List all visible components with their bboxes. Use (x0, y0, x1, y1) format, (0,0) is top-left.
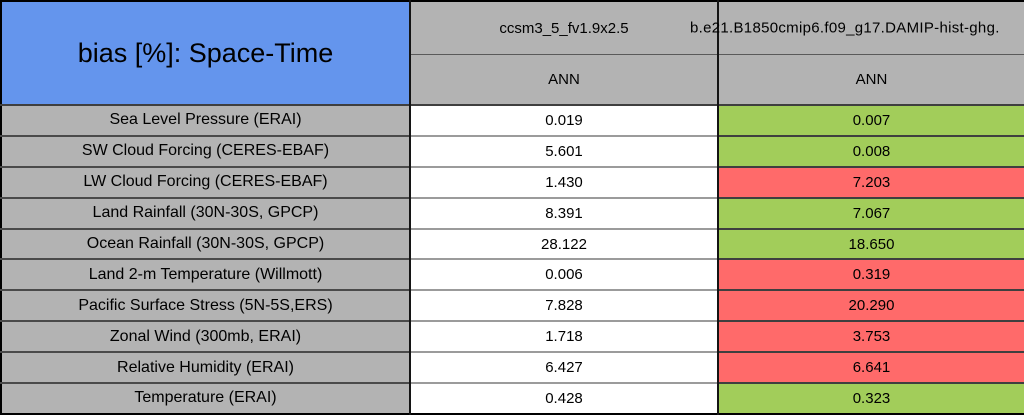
table-row: SW Cloud Forcing (CERES-EBAF) 5.601 0.00… (1, 134, 1024, 167)
value-cell-model2: 0.008 (717, 134, 1024, 167)
model-header-2: b.e21.B1850cmip6.f09_g17.DAMIP-hist-ghg. (690, 1, 1024, 55)
table-row: Land Rainfall (30N-30S, GPCP) 8.391 7.06… (1, 196, 1024, 229)
metric-label: Sea Level Pressure (ERAI) (1, 104, 410, 136)
value-cell-model2: 0.319 (717, 258, 1024, 291)
value-cell-model2: 3.753 (717, 320, 1024, 353)
metric-label: Land Rainfall (30N-30S, GPCP) (1, 196, 410, 229)
metric-label: Pacific Surface Stress (5N-5S,ERS) (1, 289, 410, 322)
metric-label: Temperature (ERAI) (1, 382, 410, 414)
value-cell-model1: 0.019 (409, 104, 718, 136)
table-row: Ocean Rainfall (30N-30S, GPCP) 28.122 18… (1, 227, 1024, 260)
table-row: Pacific Surface Stress (5N-5S,ERS) 7.828… (1, 289, 1024, 322)
value-cell-model2: 7.067 (717, 196, 1024, 229)
value-cell-model1: 1.430 (409, 165, 718, 198)
table-header: bias [%]: Space-Time ccsm3_5_fv1.9x2.5 b… (1, 1, 1024, 105)
table-row: Land 2-m Temperature (Willmott) 0.006 0.… (1, 258, 1024, 291)
value-cell-model1: 0.006 (409, 258, 718, 291)
value-cell-model1: 5.601 (409, 134, 718, 167)
value-cell-model2: 6.641 (717, 351, 1024, 384)
model-header-1: ccsm3_5_fv1.9x2.5 (409, 1, 718, 55)
table-row: LW Cloud Forcing (CERES-EBAF) 1.430 7.20… (1, 165, 1024, 198)
value-cell-model1: 8.391 (409, 196, 718, 229)
table-body: Sea Level Pressure (ERAI) 0.019 0.007 SW… (1, 104, 1024, 414)
value-cell-model2: 20.290 (717, 289, 1024, 322)
value-cell-model1: 28.122 (409, 227, 718, 260)
value-cell-model2: 7.203 (717, 165, 1024, 198)
metric-label: SW Cloud Forcing (CERES-EBAF) (1, 134, 410, 167)
value-cell-model2: 18.650 (717, 227, 1024, 260)
metric-label: LW Cloud Forcing (CERES-EBAF) (1, 165, 410, 198)
value-cell-model1: 7.828 (409, 289, 718, 322)
table-row: Temperature (ERAI) 0.428 0.323 (1, 382, 1024, 414)
model-header-2-label: b.e21.B1850cmip6.f09_g17.DAMIP-hist-ghg. (690, 19, 1000, 37)
model-header-row: bias [%]: Space-Time ccsm3_5_fv1.9x2.5 b… (1, 1, 1024, 105)
metric-label: Zonal Wind (300mb, ERAI) (1, 320, 410, 353)
value-cell-model2: 0.007 (717, 104, 1024, 136)
table-title: bias [%]: Space-Time (1, 1, 410, 105)
metric-label: Land 2-m Temperature (Willmott) (1, 258, 410, 291)
metric-label: Relative Humidity (ERAI) (1, 351, 410, 384)
value-cell-model1: 1.718 (409, 320, 718, 353)
table-row: Relative Humidity (ERAI) 6.427 6.641 (1, 351, 1024, 384)
table-row: Zonal Wind (300mb, ERAI) 1.718 3.753 (1, 320, 1024, 353)
value-cell-model1: 0.428 (409, 382, 718, 414)
table-row: Sea Level Pressure (ERAI) 0.019 0.007 (1, 104, 1024, 136)
value-cell-model1: 6.427 (409, 351, 718, 384)
metric-label: Ocean Rainfall (30N-30S, GPCP) (1, 227, 410, 260)
value-cell-model2: 0.323 (717, 382, 1024, 414)
season-header-2: ANN (717, 54, 1024, 105)
season-header-row: ANN ANN (1, 54, 1024, 105)
season-header-1: ANN (409, 54, 718, 105)
